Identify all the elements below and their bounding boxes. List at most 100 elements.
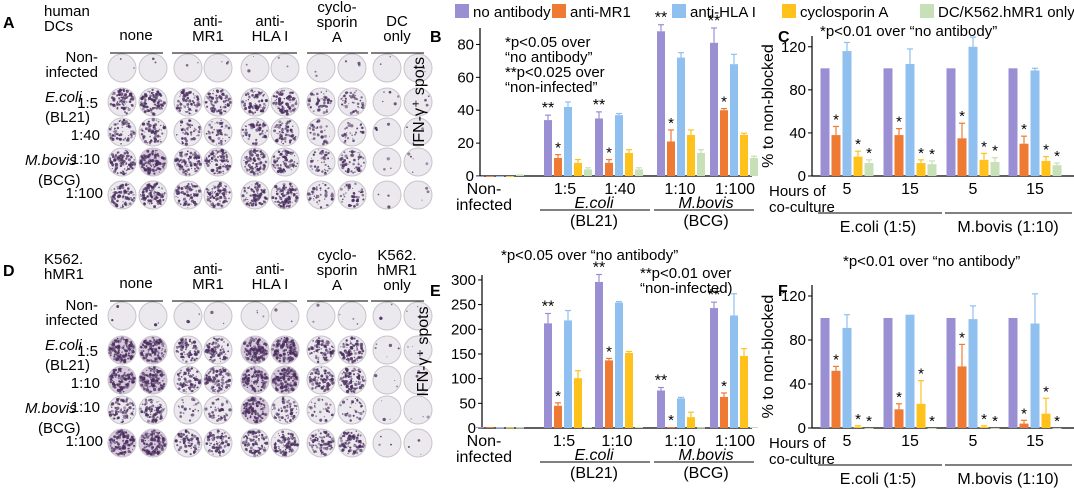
spot bbox=[158, 387, 160, 390]
spot bbox=[224, 110, 227, 113]
spot bbox=[311, 124, 315, 128]
spot bbox=[125, 140, 127, 142]
spot bbox=[143, 202, 147, 206]
spot bbox=[195, 169, 198, 172]
spot bbox=[188, 112, 191, 115]
spot bbox=[309, 106, 312, 109]
spot bbox=[308, 375, 312, 379]
spot bbox=[124, 153, 126, 155]
spot bbox=[356, 387, 358, 389]
spot bbox=[347, 122, 350, 124]
spot bbox=[215, 94, 218, 97]
spot bbox=[259, 352, 262, 355]
spot bbox=[149, 411, 151, 414]
spot bbox=[346, 346, 348, 349]
spot bbox=[276, 157, 280, 160]
spot bbox=[195, 192, 198, 194]
spot bbox=[253, 404, 255, 406]
spot bbox=[354, 367, 356, 369]
spot bbox=[307, 103, 311, 106]
spot bbox=[196, 357, 198, 359]
spot bbox=[360, 404, 363, 408]
spot bbox=[347, 123, 351, 128]
spot bbox=[223, 163, 226, 166]
spot bbox=[147, 348, 149, 351]
spot bbox=[142, 350, 145, 352]
spot bbox=[182, 204, 185, 206]
spot bbox=[144, 356, 147, 360]
spot bbox=[118, 390, 122, 394]
spot bbox=[324, 407, 328, 411]
spot bbox=[293, 415, 296, 417]
spot bbox=[162, 436, 165, 440]
spot bbox=[113, 158, 117, 162]
spot bbox=[123, 406, 127, 410]
spot bbox=[140, 353, 144, 357]
spot bbox=[374, 126, 378, 130]
spot bbox=[150, 124, 152, 126]
spot bbox=[225, 412, 227, 415]
spot bbox=[244, 165, 247, 168]
spot bbox=[216, 129, 218, 131]
spot bbox=[116, 346, 118, 349]
well-disc bbox=[403, 117, 433, 147]
spot bbox=[255, 342, 257, 344]
spot bbox=[113, 441, 117, 444]
spot bbox=[120, 185, 122, 187]
spot bbox=[122, 138, 125, 141]
spot bbox=[224, 185, 226, 187]
spot bbox=[308, 347, 310, 350]
spot bbox=[159, 417, 162, 420]
spot bbox=[133, 197, 136, 199]
spot bbox=[346, 136, 350, 140]
spot bbox=[118, 194, 122, 198]
spot bbox=[253, 419, 255, 422]
spot bbox=[258, 128, 262, 132]
spot bbox=[329, 403, 332, 406]
spot bbox=[245, 133, 248, 137]
spot bbox=[249, 349, 251, 352]
spot bbox=[358, 357, 360, 359]
spot bbox=[221, 121, 224, 124]
well-disc bbox=[306, 395, 336, 425]
well bbox=[403, 301, 433, 331]
spot bbox=[187, 165, 189, 167]
spot bbox=[114, 154, 118, 158]
spot bbox=[118, 97, 121, 100]
spot bbox=[288, 182, 292, 186]
spot bbox=[279, 376, 282, 380]
spot bbox=[148, 416, 151, 419]
spot bbox=[281, 375, 285, 379]
spot bbox=[276, 126, 278, 128]
spot bbox=[278, 187, 281, 191]
spot bbox=[187, 184, 189, 187]
spot bbox=[221, 192, 226, 196]
well bbox=[240, 53, 270, 83]
spot bbox=[287, 205, 291, 208]
spot bbox=[191, 124, 194, 127]
spot bbox=[122, 201, 124, 203]
spot bbox=[276, 355, 278, 357]
spot bbox=[262, 157, 265, 159]
spot bbox=[273, 101, 276, 103]
spot bbox=[362, 198, 365, 200]
spot bbox=[122, 444, 125, 448]
spot bbox=[386, 157, 390, 161]
spot bbox=[123, 189, 127, 193]
spot bbox=[243, 103, 247, 107]
spot bbox=[338, 313, 341, 316]
spot bbox=[320, 98, 322, 100]
spot bbox=[178, 341, 182, 345]
spot bbox=[155, 195, 158, 198]
spot bbox=[220, 384, 224, 387]
spot bbox=[358, 350, 362, 354]
spot bbox=[257, 162, 260, 166]
spot bbox=[253, 389, 256, 392]
well bbox=[372, 117, 402, 147]
spot bbox=[195, 190, 198, 192]
well-disc bbox=[173, 53, 203, 83]
spot bbox=[308, 196, 312, 200]
spot bbox=[260, 385, 264, 389]
spot bbox=[115, 137, 118, 140]
spot bbox=[146, 369, 148, 372]
